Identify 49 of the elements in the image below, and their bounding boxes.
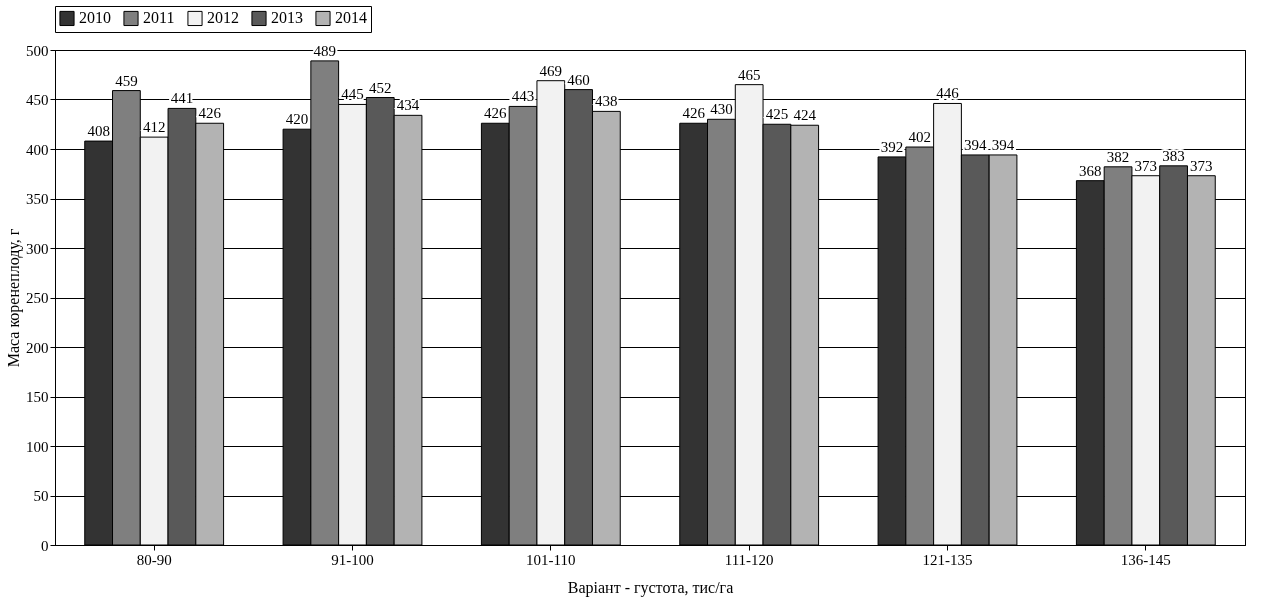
legend-label: 2014: [335, 9, 367, 27]
data-label: 382: [1106, 148, 1130, 165]
legend-label: 2012: [207, 9, 239, 27]
y-axis-title: Маса коренеплоду, г: [5, 228, 23, 368]
y-tick-label: 500: [26, 42, 49, 59]
y-tick-label: 50: [33, 488, 49, 504]
data-label: 373: [1134, 157, 1158, 174]
data-label: 430: [710, 101, 733, 118]
x-tick-label: 111-120: [724, 551, 774, 568]
y-tick-label: 450: [26, 92, 49, 108]
data-label: 452: [369, 79, 392, 96]
data-label: 394: [991, 136, 1015, 153]
data-label: 408: [87, 123, 110, 140]
y-tick-label: 100: [26, 438, 49, 455]
legend-label: 2011: [143, 9, 175, 27]
legend-label: 2010: [79, 9, 111, 27]
data-label: 424: [793, 107, 817, 124]
y-tick-label: 400: [26, 141, 49, 158]
data-label: 373: [1190, 157, 1213, 174]
x-tick-label: 80-90: [136, 551, 172, 568]
y-tick-label: 150: [26, 389, 49, 405]
data-label: 420: [285, 111, 309, 128]
data-label: 445: [341, 86, 364, 103]
y-tick-label: 0: [41, 537, 49, 554]
y-tick-label: 250: [26, 290, 49, 306]
data-label: 426: [198, 105, 222, 122]
x-tick-label: 121-135: [922, 551, 973, 568]
data-label: 425: [765, 106, 789, 123]
data-label: 465: [737, 66, 761, 83]
data-label: 426: [682, 105, 706, 122]
y-tick-label: 200: [26, 339, 49, 356]
data-label: 459: [115, 72, 138, 89]
y-tick-label: 300: [26, 240, 49, 257]
data-label: 469: [539, 62, 563, 79]
data-label: 368: [1079, 162, 1102, 179]
x-tick-label: 91-100: [331, 551, 374, 568]
x-tick-label: 136-145: [1120, 551, 1171, 568]
x-axis-title: Варіант - густота, тис/га: [567, 578, 734, 597]
y-tick-label: 350: [26, 191, 49, 207]
data-label: 460: [567, 71, 590, 88]
data-label: 412: [142, 119, 166, 136]
data-label: 402: [908, 129, 931, 146]
data-label: 446: [936, 85, 960, 102]
legend-label: 2013: [271, 9, 303, 27]
data-label: 394: [964, 136, 988, 153]
x-tick-label: 101-110: [526, 551, 576, 568]
data-label: 426: [484, 105, 508, 122]
data-label: 434: [396, 97, 420, 114]
data-label: 383: [1162, 147, 1185, 164]
